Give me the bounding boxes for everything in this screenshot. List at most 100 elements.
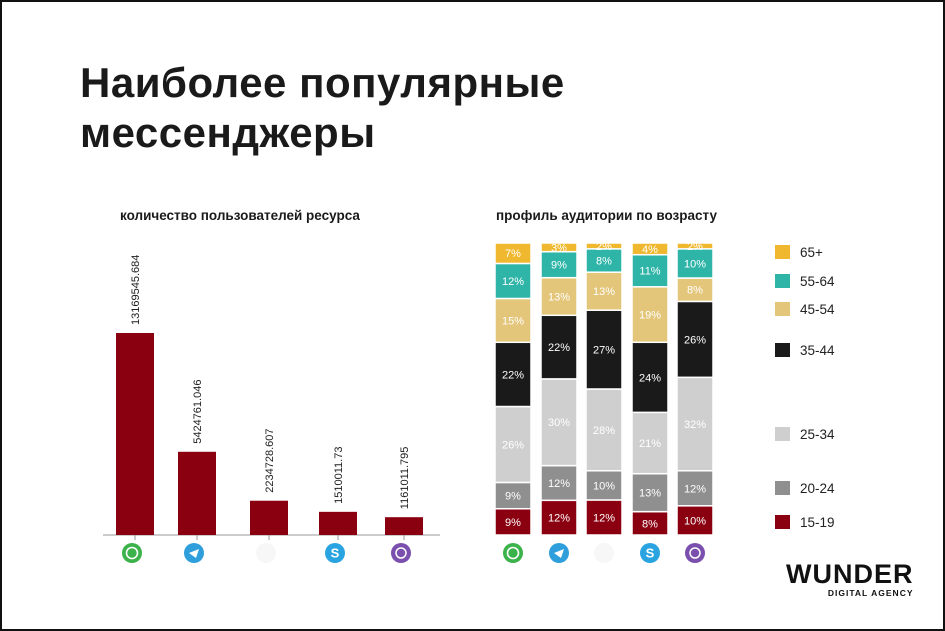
stacked-segment-4-65+ xyxy=(631,242,669,256)
legend-swatch-65+ xyxy=(775,245,790,259)
stacked-label-2-65+: 3% xyxy=(551,242,567,254)
stacked-segment-3-65+ xyxy=(585,242,623,250)
stacked-label-2-15-19: 12% xyxy=(548,513,570,525)
bar-category-icon-5-viber-icon xyxy=(391,543,411,563)
stacked-label-4-55-64: 11% xyxy=(639,266,660,278)
stacked-label-5-55-64: 10% xyxy=(684,258,706,270)
stacked-label-1-45-54: 15% xyxy=(502,315,524,327)
stacked-label-4-35-44: 24% xyxy=(639,372,661,384)
legend-label-25-34: 25-34 xyxy=(800,427,835,442)
stacked-label-4-45-54: 19% xyxy=(639,310,661,322)
stacked-label-1-65+: 7% xyxy=(505,248,521,260)
stacked-segment-2-25-34 xyxy=(540,378,578,467)
logo-name: WUNDER xyxy=(786,559,914,589)
stacked-segment-1-20-24 xyxy=(494,481,532,510)
stacked-segment-2-55-64 xyxy=(540,250,578,279)
stacked-label-3-25-34: 28% xyxy=(593,425,615,437)
bar-value-label-2: 5424761.046 xyxy=(192,380,204,444)
stacked-label-1-55-64: 12% xyxy=(502,276,524,288)
stacked-category-icon-2-telegram-icon xyxy=(549,543,569,563)
stacked-segment-3-15-19 xyxy=(585,499,623,536)
stacked-segment-5-55-64 xyxy=(676,248,714,279)
stacked-segment-2-15-19 xyxy=(540,499,578,536)
legend-swatch-25-34 xyxy=(775,427,790,441)
stacked-segment-1-35-44 xyxy=(494,341,532,408)
stacked-segment-4-55-64 xyxy=(631,253,669,288)
stacked-category-icon-4-skype-icon: S xyxy=(640,543,660,563)
stacked-label-2-55-64: 9% xyxy=(551,260,567,272)
bar-1 xyxy=(116,333,154,535)
stacked-category-icon-5-viber-icon xyxy=(685,543,705,563)
stacked-category-icon-3-messenger-icon xyxy=(594,543,614,563)
stacked-label-1-35-44: 22% xyxy=(502,369,524,381)
legend-swatch-20-24 xyxy=(775,481,790,495)
stacked-label-1-20-24: 9% xyxy=(505,491,521,503)
stacked-label-3-65+: 2% xyxy=(596,241,612,253)
stacked-category-icon-1-whatsapp-icon xyxy=(503,543,523,563)
stacked-label-2-20-24: 12% xyxy=(548,478,570,490)
stacked-label-3-55-64: 8% xyxy=(596,256,612,268)
stacked-segment-5-65+ xyxy=(676,242,714,250)
legend-swatch-45-54 xyxy=(775,302,790,316)
stacked-label-5-20-24: 12% xyxy=(684,483,706,495)
legend-swatch-55-64 xyxy=(775,274,790,288)
stacked-segment-4-35-44 xyxy=(631,341,669,414)
bar-category-icon-3-messenger-icon xyxy=(256,543,276,563)
stacked-label-3-15-19: 12% xyxy=(593,512,615,524)
stacked-segment-1-65+ xyxy=(494,242,532,265)
stacked-chart-title: профиль аудитории по возрасту xyxy=(496,208,717,223)
stacked-label-3-45-54: 13% xyxy=(593,286,615,298)
stacked-label-5-35-44: 26% xyxy=(684,334,706,346)
svg-text:S: S xyxy=(646,546,655,561)
stacked-label-4-15-19: 8% xyxy=(642,518,658,530)
legend-label-55-64: 55-64 xyxy=(800,274,835,289)
stacked-label-3-20-24: 10% xyxy=(593,480,615,492)
stacked-label-1-25-34: 26% xyxy=(502,439,524,451)
legend-swatch-35-44 xyxy=(775,343,790,357)
legend-label-65+: 65+ xyxy=(800,245,823,260)
wunder-logo: WUNDER DIGITAL AGENCY xyxy=(786,560,914,598)
stacked-segment-1-55-64 xyxy=(494,262,532,300)
stacked-segment-3-25-34 xyxy=(585,388,623,472)
bar-value-label-4: 1510011.73 xyxy=(333,447,345,504)
legend-label-20-24: 20-24 xyxy=(800,481,835,496)
stacked-segment-1-25-34 xyxy=(494,405,532,484)
stacked-label-3-35-44: 27% xyxy=(593,345,615,357)
legend-label-35-44: 35-44 xyxy=(800,343,835,358)
stacked-label-4-25-34: 21% xyxy=(639,438,661,450)
stacked-segment-2-65+ xyxy=(540,242,578,253)
bar-2 xyxy=(178,451,216,535)
legend-label-15-19: 15-19 xyxy=(800,515,835,530)
stacked-label-4-20-24: 13% xyxy=(639,488,661,500)
page-title: Наиболее популярные мессенджеры xyxy=(80,58,565,158)
stacked-segment-2-35-44 xyxy=(540,314,578,380)
stacked-label-2-25-34: 30% xyxy=(548,417,570,429)
bar-value-label-3: 2234728.607 xyxy=(264,428,276,492)
bar-category-icon-1-whatsapp-icon xyxy=(122,543,142,563)
bar-4 xyxy=(319,511,357,535)
stacked-segment-5-25-34 xyxy=(676,376,714,472)
legend-label-45-54: 45-54 xyxy=(800,302,835,317)
legend-swatch-15-19 xyxy=(775,515,790,529)
logo-tagline: DIGITAL AGENCY xyxy=(827,588,914,598)
stacked-label-2-45-54: 13% xyxy=(548,291,570,303)
bar-3 xyxy=(250,500,288,535)
bar-5 xyxy=(385,517,423,535)
bar-value-label-1: 13169545.684 xyxy=(130,255,142,325)
svg-text:S: S xyxy=(331,546,340,561)
stacked-label-5-15-19: 10% xyxy=(684,515,706,527)
bar-value-label-5: 1161011.795 xyxy=(399,447,411,510)
stacked-label-1-15-19: 9% xyxy=(505,517,521,529)
stacked-label-5-25-34: 32% xyxy=(684,419,706,431)
bar-category-icon-4-skype-icon: S xyxy=(325,543,345,563)
title-line-2: мессенджеры xyxy=(80,109,376,156)
bar-category-icon-2-telegram-icon xyxy=(184,543,204,563)
stacked-segment-4-25-34 xyxy=(631,411,669,475)
stacked-label-4-65+: 4% xyxy=(642,244,658,256)
stacked-label-2-35-44: 22% xyxy=(548,342,570,354)
stacked-label-5-65+: 2% xyxy=(687,241,703,253)
bar-chart-title: количество пользователей ресурса xyxy=(120,208,360,223)
title-line-1: Наиболее популярные xyxy=(80,59,565,106)
stacked-label-5-45-54: 8% xyxy=(687,285,703,297)
